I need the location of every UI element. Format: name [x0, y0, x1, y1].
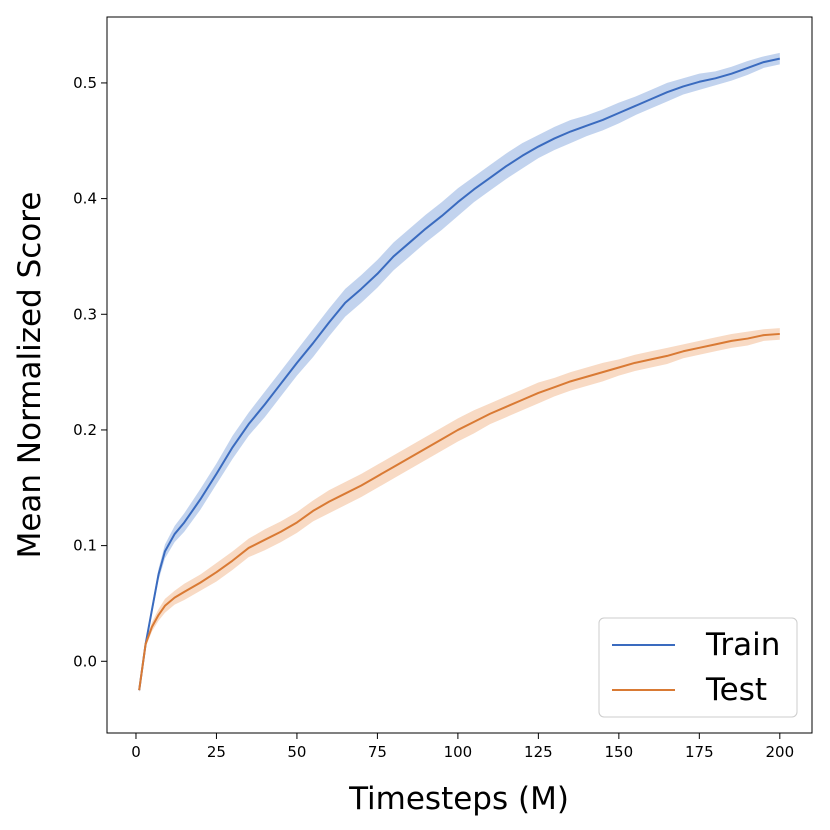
y-tick-label: 0.4 [73, 190, 97, 208]
x-axis-ticks: 0 25 50 75 100 125 150 175 200 [131, 733, 794, 761]
x-tick-label: 200 [765, 743, 794, 761]
legend-box [598, 617, 798, 718]
legend: Train Test [598, 617, 798, 718]
y-axis-ticks: 0.0 0.1 0.2 0.3 0.4 0.5 [73, 74, 107, 670]
line-test [138, 332, 780, 691]
y-tick-label: 0.2 [73, 421, 97, 439]
x-tick-label: 125 [524, 743, 553, 761]
x-axis-title: Timesteps (M) [348, 781, 569, 817]
x-tick-label: 50 [287, 743, 306, 761]
plot-frame [106, 16, 813, 734]
y-axis-title: Mean Normalized Score [12, 192, 48, 559]
series-lines [138, 57, 781, 691]
x-tick-label: 100 [444, 743, 473, 761]
y-tick-label: 0.1 [73, 537, 97, 555]
x-tick-label: 75 [368, 743, 387, 761]
y-tick-label: 0.3 [73, 305, 97, 323]
x-tick-label: 0 [131, 743, 141, 761]
legend-label-test: Test [705, 672, 767, 708]
x-tick-label: 175 [685, 743, 714, 761]
x-tick-label: 150 [605, 743, 634, 761]
x-tick-label: 25 [207, 743, 226, 761]
legend-label-train: Train [705, 627, 780, 663]
line-train [138, 57, 781, 691]
y-tick-label: 0.0 [73, 652, 97, 670]
y-tick-label: 0.5 [73, 74, 97, 92]
